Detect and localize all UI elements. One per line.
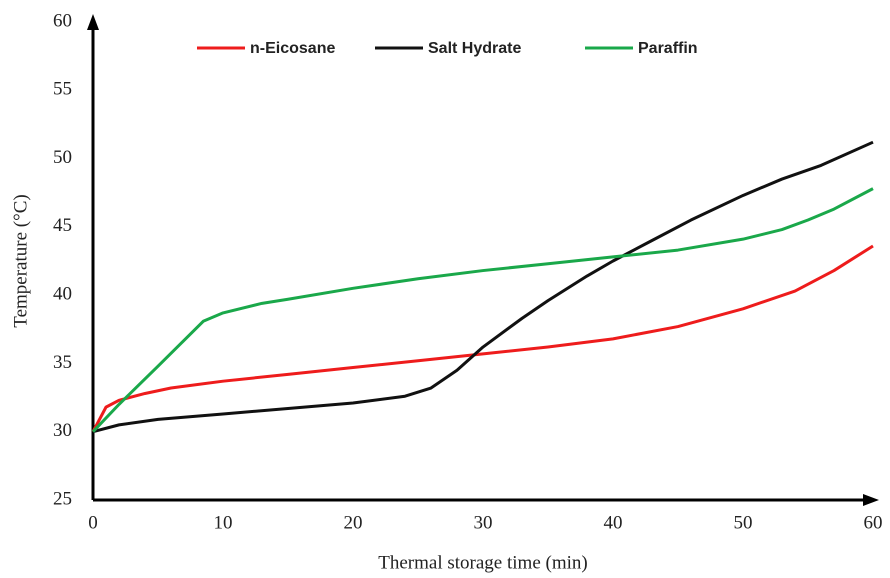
legend-label: n-Eicosane [250, 40, 335, 57]
legend: n-Eicosane Salt Hydrate Paraffin [197, 40, 698, 57]
x-axis-title: Thermal storage time (min) [378, 552, 587, 573]
series-line [92, 140, 874, 434]
y-tick-label: 45 [53, 215, 72, 236]
y-tick-label: 40 [53, 284, 72, 305]
y-tick-label: 50 [53, 147, 72, 168]
y-tick-label: 25 [53, 488, 72, 509]
legend-label: Paraffin [638, 40, 698, 57]
series-line [91, 187, 874, 433]
axes [87, 14, 879, 506]
legend-label: Salt Hydrate [428, 40, 521, 57]
x-tick-label: 0 [88, 512, 98, 533]
x-tick-label: 40 [604, 512, 623, 533]
y-axis-title: Temperature (°C) [10, 194, 31, 327]
x-tick-label: 10 [214, 512, 233, 533]
y-axis-arrow [87, 14, 99, 30]
y-tick-label: 55 [53, 79, 72, 100]
x-axis-arrow [863, 494, 879, 506]
x-tick-label: 30 [474, 512, 493, 533]
y-tick-label: 35 [53, 352, 72, 373]
x-tick-label: 60 [864, 512, 883, 533]
y-tick-label: 30 [53, 420, 72, 441]
x-tick-label: 20 [344, 512, 363, 533]
y-tick-label: 60 [53, 10, 72, 31]
x-tick-label: 50 [734, 512, 753, 533]
series-line [91, 244, 874, 433]
